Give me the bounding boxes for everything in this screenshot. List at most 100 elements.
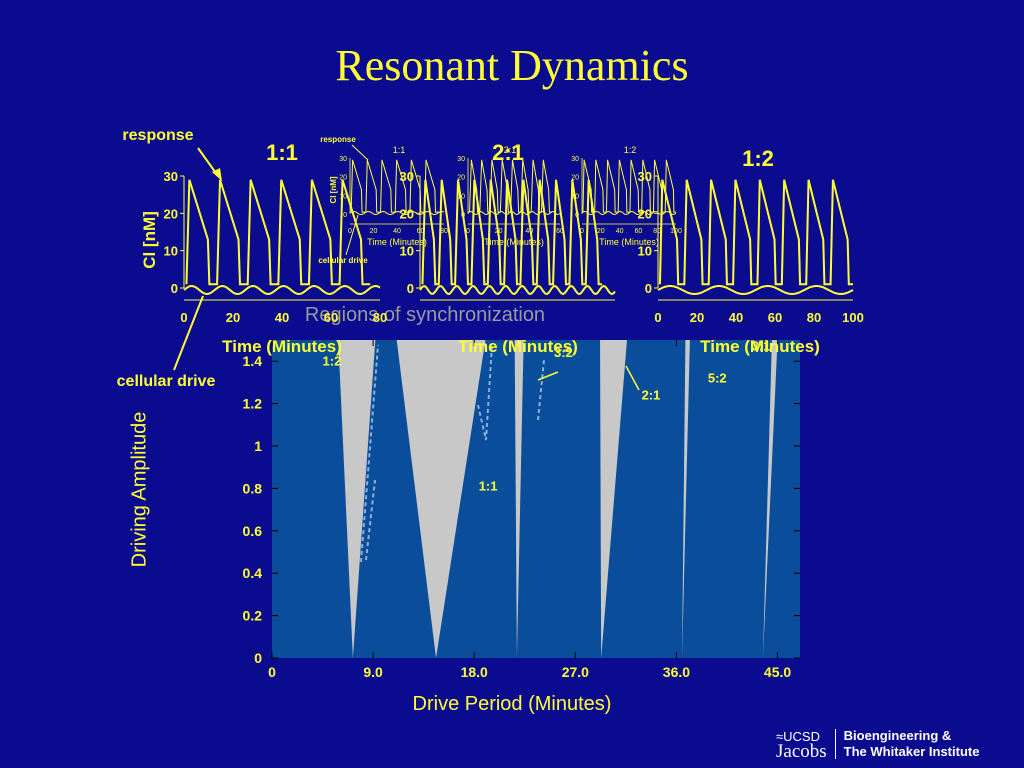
inset-x-tick-label: 0 <box>580 228 584 235</box>
region-label: 1:2 <box>323 353 342 368</box>
drive-arrow <box>173 295 204 371</box>
inset-drive-label: cellular drive <box>318 256 368 265</box>
institution-logo: ≈UCSD Jacobs Bioengineering & The Whitak… <box>776 728 979 762</box>
inset-traces: 0 10 20 30 0 20 40 60 80 Time (Minutes) 1:1 0 10 20 30… <box>318 135 682 265</box>
trace-y-tick-label: 0 <box>171 281 178 296</box>
inset-x-tick-label: 20 <box>495 228 503 235</box>
inset-drive-trace <box>581 211 677 215</box>
y-tick-label: 0.6 <box>243 523 263 539</box>
inset-drive-trace <box>349 210 445 216</box>
region-label: 3:1 <box>752 339 771 354</box>
y-tick-label: 0.2 <box>243 608 263 624</box>
trace-x-tick-label: 20 <box>226 310 240 325</box>
trace-x-tick-label: 40 <box>729 310 743 325</box>
inset-panel-0: 0 10 20 30 0 20 40 60 80 Time (Minutes) 1:1 <box>339 145 448 247</box>
x-tick-label: 36.0 <box>663 664 690 680</box>
y-tick-label: 0.8 <box>243 480 263 496</box>
inset-ratio-label: 1:1 <box>393 145 406 155</box>
region-3-2-pointer <box>537 371 559 381</box>
inset-x-tick-label: 20 <box>597 228 605 235</box>
inset-y-tick-label: 10 <box>339 193 347 200</box>
region-5-2 <box>682 340 690 658</box>
region-2-1-pointer <box>625 365 640 391</box>
region-3-2 <box>514 340 524 658</box>
panel-ratio-label: 1:1 <box>266 140 298 165</box>
x-tick-label: 45.0 <box>764 664 791 680</box>
y-tick-label: 1 <box>254 438 262 454</box>
inset-x-tick-label: 40 <box>525 228 533 235</box>
inset-drive-trace <box>467 210 561 216</box>
response-trace <box>658 179 853 286</box>
trace-y-tick-label: 20 <box>638 206 652 221</box>
boundary-dash-3 <box>537 359 545 421</box>
y-tick-label: 1.4 <box>243 353 263 369</box>
inset-response-arrow <box>351 144 369 161</box>
inset-y-tick-label: 0 <box>343 212 347 219</box>
inset-x-tick-label: 20 <box>370 228 378 235</box>
inset-x-tick-label: 60 <box>556 228 564 235</box>
boundary-dash-0 <box>360 344 379 563</box>
ucsd-wordmark: ≈UCSD <box>776 729 820 744</box>
region-label: 5:2 <box>708 370 727 385</box>
trace-panel-2: 0 10 20 30 0 20 40 60 80 100 1:2 <box>638 146 864 325</box>
inset-y-tick-label: 0 <box>575 212 579 219</box>
trace-x-tick-label: 0 <box>180 310 187 325</box>
region-label: 3:2 <box>554 345 573 360</box>
x-tick-label: 9.0 <box>363 664 383 680</box>
response-arrowhead <box>212 168 222 181</box>
drive-trace <box>657 285 854 295</box>
chart-xlabel: Drive Period (Minutes) <box>412 693 612 715</box>
trace-x-tick-label: 40 <box>275 310 289 325</box>
inset-xlabel: Time (Minutes) <box>484 237 544 247</box>
drive-label: cellular drive <box>117 373 216 390</box>
jacobs-wordmark: Jacobs <box>776 741 827 762</box>
trace-x-tick-label: 20 <box>690 310 704 325</box>
inset-x-tick-label: 80 <box>653 228 661 235</box>
inset-y-tick-label: 20 <box>571 175 579 182</box>
inset-y-tick-label: 30 <box>457 156 465 163</box>
inset-response-label: response <box>320 135 356 144</box>
inset-y-tick-label: 10 <box>571 193 579 200</box>
traces-xlabel-1: Time (Minutes) <box>222 337 342 356</box>
inset-ratio-label: 1:2 <box>624 145 637 155</box>
traces-xlabel-2: Time (Minutes) <box>458 337 578 356</box>
trace-x-tick-label: 60 <box>768 310 782 325</box>
panel-ratio-label: 2:1 <box>492 140 524 165</box>
inset-xlabel: Time (Minutes) <box>599 237 659 247</box>
x-tick-label: 18.0 <box>461 664 488 680</box>
trace-y-tick-label: 10 <box>164 244 178 259</box>
trace-y-tick-label: 0 <box>407 281 414 296</box>
x-tick-label: 27.0 <box>562 664 589 680</box>
trace-panel-1: 0 10 20 30 2:1 <box>400 140 616 301</box>
inset-ylabel: Cl [nM] <box>329 176 338 203</box>
trace-y-tick-label: 20 <box>164 206 178 221</box>
synchronization-regions <box>338 340 778 658</box>
inset-drive-arrow <box>345 214 359 256</box>
inset-panel-2: 0 10 20 30 0 20 40 60 80 100 Time (Minutes) 1:2 <box>571 145 682 247</box>
drive-trace <box>183 284 381 296</box>
traces-xlabel-3: Time (Minutes) <box>700 337 820 356</box>
inset-x-tick-label: 60 <box>635 228 643 235</box>
trace-y-tick-label: 10 <box>400 244 414 259</box>
region-2-1 <box>600 340 627 658</box>
response-label: response <box>122 127 193 144</box>
response-trace <box>421 179 603 286</box>
inset-y-tick-label: 30 <box>571 156 579 163</box>
inset-y-tick-label: 30 <box>339 156 347 163</box>
trace-panel-0: 0 10 20 30 0 20 40 60 80 1:1 <box>164 140 388 325</box>
inset-xlabel: Time (Minutes) <box>367 237 427 247</box>
inset-x-tick-label: 40 <box>616 228 624 235</box>
inset-x-tick-label: 60 <box>417 228 425 235</box>
region-boundary-dashes <box>360 344 545 563</box>
x-tick-label: 0 <box>268 664 276 680</box>
y-axis-ticks: 0 0.2 0.4 0.6 0.8 1 1.2 1.4 <box>243 353 800 666</box>
traces-ylabel: Cl [nM] <box>140 211 159 269</box>
inset-x-tick-label: 0 <box>348 228 352 235</box>
y-tick-label: 1.2 <box>243 396 263 412</box>
inset-y-tick-label: 10 <box>457 193 465 200</box>
inset-x-tick-label: 100 <box>670 228 682 235</box>
trace-x-tick-label: 80 <box>807 310 821 325</box>
slide-title: Resonant Dynamics <box>335 41 689 90</box>
panel-ratio-label: 1:2 <box>742 146 774 171</box>
